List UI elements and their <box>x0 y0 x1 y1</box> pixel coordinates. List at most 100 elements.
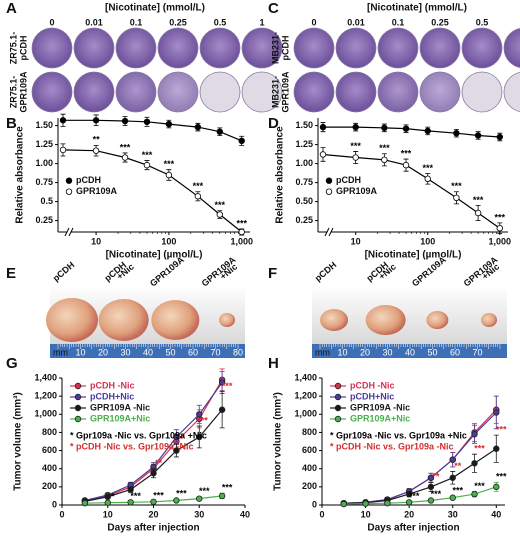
ruler <box>312 344 507 358</box>
tumor <box>365 305 406 335</box>
axis-break <box>64 227 70 237</box>
y-axis-label: Relative absorbance <box>15 126 26 224</box>
significance-label: *** <box>409 491 420 501</box>
significance-label: *** <box>422 163 433 173</box>
axis-break <box>68 227 74 237</box>
data-point <box>173 497 180 504</box>
x-tick-label: 100 <box>420 236 435 246</box>
x-tick-label: 1,000 <box>489 236 512 246</box>
panel-letter: E <box>6 265 16 282</box>
data-point <box>352 123 359 131</box>
data-point <box>493 483 500 491</box>
column-label: 0.01 <box>85 17 103 27</box>
column-label: 0.25 <box>431 17 449 27</box>
x-tick-label: 100 <box>161 236 176 246</box>
well <box>503 28 520 68</box>
well <box>241 27 283 69</box>
legend-marker <box>334 415 342 423</box>
well <box>157 27 199 69</box>
y-tick-label: 0.75 <box>295 177 313 187</box>
data-point <box>474 209 482 217</box>
ruler-unit: mm <box>315 347 330 357</box>
x-axis-label: [Nicotinate] (µmol/L) <box>365 250 462 261</box>
y-tick-label: 1,200 <box>34 391 57 401</box>
significance-label: *** <box>236 218 247 228</box>
data-point <box>92 147 100 154</box>
data-point <box>216 128 223 135</box>
significance-label: *** <box>474 481 485 491</box>
legend-label: pCDH+Nic <box>90 391 134 401</box>
series-line <box>63 119 242 142</box>
ruler-label: 20 <box>360 347 370 357</box>
well <box>31 71 73 113</box>
data-point <box>319 123 327 131</box>
significance-label: ** <box>454 461 462 471</box>
well <box>377 27 419 69</box>
x-tick-label: 1,000 <box>230 236 253 246</box>
row-label: GPR109A <box>18 71 28 113</box>
data-point <box>196 411 203 418</box>
y-axis-label: Tumor volume (mm³) <box>273 392 284 491</box>
panel-letter: D <box>268 115 279 132</box>
data-point <box>381 124 388 132</box>
legend-note: * pCDH -Nic vs. Gpr109a -Nic <box>70 441 194 451</box>
data-point <box>405 490 413 498</box>
y-tick-label: 0 <box>312 499 317 509</box>
data-point <box>340 500 347 508</box>
axis-break <box>324 227 330 237</box>
well <box>199 71 241 113</box>
significance-label: *** <box>222 381 233 391</box>
axis-break-gap <box>67 229 71 235</box>
well <box>461 27 503 69</box>
row-label: GPR109A <box>280 71 290 113</box>
ruler-unit: mm <box>53 347 68 357</box>
x-tick-label: 10 <box>103 509 113 519</box>
data-point <box>218 379 226 386</box>
y-tick-label: 1,200 <box>294 391 317 401</box>
ruler-label: 40 <box>405 347 415 357</box>
legend-label: pCDH -Nic <box>350 380 395 390</box>
significance-label: *** <box>199 486 210 496</box>
significance-label: *** <box>401 148 412 158</box>
data-point <box>424 127 431 135</box>
data-point <box>238 228 245 236</box>
x-tick-label: 10 <box>91 236 101 246</box>
legend-note: * pCDH -Nic vs. Gpr109a -Nic <box>330 441 454 451</box>
y-axis-label: Relative absorbance <box>275 126 286 224</box>
x-tick-label: 0 <box>59 509 64 519</box>
y-tick-label: 800 <box>302 427 317 437</box>
y-tick-label: 1,000 <box>34 409 57 419</box>
data-point <box>165 171 173 179</box>
ruler-label: 80 <box>233 347 243 357</box>
panel-letter: H <box>268 355 279 372</box>
data-point <box>216 211 223 218</box>
significance-label: *** <box>379 143 390 153</box>
ruler-label: 70 <box>472 347 482 357</box>
data-point <box>402 125 410 132</box>
row-label: MB231- <box>270 76 280 108</box>
significance-label: *** <box>496 472 507 482</box>
data-point <box>218 406 226 413</box>
data-point <box>121 154 129 161</box>
data-point <box>81 499 89 507</box>
data-point <box>196 433 203 441</box>
series-line <box>343 448 497 505</box>
y-tick-label: 200 <box>302 481 317 491</box>
data-point <box>496 133 503 141</box>
y-tick-label: 1.50 <box>35 120 53 130</box>
well <box>377 71 419 113</box>
data-point <box>471 490 478 498</box>
ruler-label: 30 <box>382 347 392 357</box>
significance-label: *** <box>164 159 175 169</box>
data-point <box>173 447 180 454</box>
data-point <box>474 132 482 139</box>
well <box>461 71 503 113</box>
y-tick-label: 0.50 <box>295 196 313 206</box>
ruler-label: 30 <box>120 347 130 357</box>
data-point <box>143 118 151 125</box>
significance-label: *** <box>431 489 442 499</box>
panel-letter: G <box>6 355 18 372</box>
data-point <box>496 224 503 232</box>
significance-label: *** <box>222 483 233 493</box>
column-label: 0.1 <box>130 17 143 27</box>
